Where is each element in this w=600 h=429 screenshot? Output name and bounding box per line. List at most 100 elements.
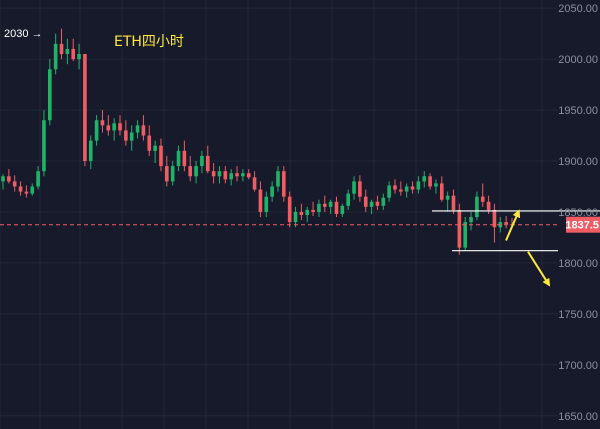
- y-tick-label: 1750.00: [558, 309, 598, 321]
- candle-body: [18, 186, 23, 192]
- candle-body: [445, 195, 450, 200]
- candle-body: [141, 125, 146, 136]
- candle-body: [399, 189, 403, 192]
- candle-body: [194, 166, 198, 177]
- candle-body: [100, 120, 105, 126]
- candle-body: [159, 145, 163, 167]
- candle-body: [147, 135, 152, 151]
- grid: [0, 0, 558, 429]
- current-price-tag: [566, 216, 600, 233]
- candle-body: [358, 181, 362, 197]
- candle-body: [258, 189, 263, 212]
- candle-body: [176, 150, 181, 167]
- candle-body: [217, 171, 222, 177]
- candle-body: [182, 150, 187, 167]
- candle-body: [276, 171, 280, 187]
- y-tick-label: 2050.00: [558, 3, 598, 15]
- y-tick-label: 1800.00: [558, 258, 598, 270]
- candle-body: [340, 205, 345, 214]
- candle-body: [129, 132, 134, 141]
- candle-body: [165, 166, 169, 182]
- candle-body: [170, 166, 175, 182]
- candle-body: [363, 196, 368, 207]
- y-tick-label: 1850.00: [558, 207, 598, 219]
- candle-body: [188, 166, 193, 177]
- candle-body: [241, 173, 245, 177]
- candle-body: [352, 181, 356, 194]
- candle-body: [36, 171, 40, 187]
- candle-body: [135, 125, 140, 133]
- candle-body: [387, 185, 391, 198]
- candle-body: [486, 201, 491, 210]
- candle-body: [322, 203, 327, 207]
- candle-body: [492, 209, 497, 228]
- y-tick-label: 1700.00: [558, 360, 598, 372]
- candle-body: [153, 145, 157, 151]
- candle-body: [463, 222, 468, 248]
- candle-body: [94, 120, 99, 141]
- candle-body: [282, 171, 286, 197]
- candle-body: [311, 209, 315, 212]
- candle-body: [118, 123, 122, 131]
- candle-body: [88, 140, 93, 162]
- candle-body: [299, 211, 304, 216]
- candle-body: [428, 176, 432, 187]
- candle-body: [252, 177, 257, 190]
- candle-body: [328, 201, 333, 207]
- candle-body: [305, 209, 310, 216]
- candle-body: [223, 171, 228, 180]
- chart-title: ETH四小时: [114, 34, 184, 50]
- candle-body: [30, 186, 35, 194]
- candle-body: [393, 185, 397, 190]
- candle-body: [457, 209, 462, 248]
- y-axis: 2050.00 2000.00 1950.00 1900.00 1850.00 1800.…: [558, 3, 600, 423]
- arrow-up-icon: [505, 209, 521, 241]
- candle-body: [83, 54, 87, 162]
- candle-body: [375, 201, 380, 206]
- candle-body: [106, 125, 111, 131]
- candle-body: [235, 173, 239, 177]
- y-tick-label: 2000.00: [558, 54, 598, 66]
- candle-body: [71, 48, 76, 60]
- candle-body: [270, 186, 274, 197]
- candle-body: [469, 217, 473, 223]
- candle-body: [1, 176, 5, 182]
- candles: [1, 28, 514, 255]
- candle-body: [112, 123, 116, 131]
- candle-body: [381, 197, 386, 206]
- candle-body: [229, 173, 233, 180]
- candle-body: [12, 181, 17, 187]
- y-tick-label: 1950.00: [558, 105, 598, 117]
- candle-body: [7, 176, 11, 182]
- candle-body: [53, 43, 58, 70]
- candle-body: [369, 201, 374, 207]
- candle-body: [439, 183, 444, 200]
- candle-body: [77, 54, 81, 60]
- candle-body: [246, 173, 251, 178]
- arrow-down-icon: [527, 251, 551, 287]
- candle-body: [416, 181, 421, 190]
- candle-body: [475, 196, 479, 218]
- candle-body: [287, 196, 292, 223]
- candle-body: [410, 186, 415, 190]
- current-price-label: 1837.5: [565, 220, 599, 232]
- candle-body: [47, 69, 52, 121]
- candle-body: [205, 155, 210, 172]
- candle-body: [200, 155, 204, 167]
- candle-body: [434, 183, 438, 187]
- high-label: 2030 →: [4, 28, 43, 40]
- candle-body: [334, 201, 339, 214]
- y-tick-label: 1900.00: [558, 156, 598, 168]
- candle-body: [293, 211, 298, 223]
- candle-body: [404, 186, 409, 192]
- candle-body: [59, 43, 64, 55]
- candle-body: [451, 195, 456, 210]
- candle-body: [24, 191, 29, 194]
- candle-body: [480, 196, 485, 202]
- candle-body: [264, 196, 269, 212]
- candle-body: [124, 130, 128, 141]
- candle-body: [504, 222, 508, 225]
- candle-body: [346, 193, 350, 206]
